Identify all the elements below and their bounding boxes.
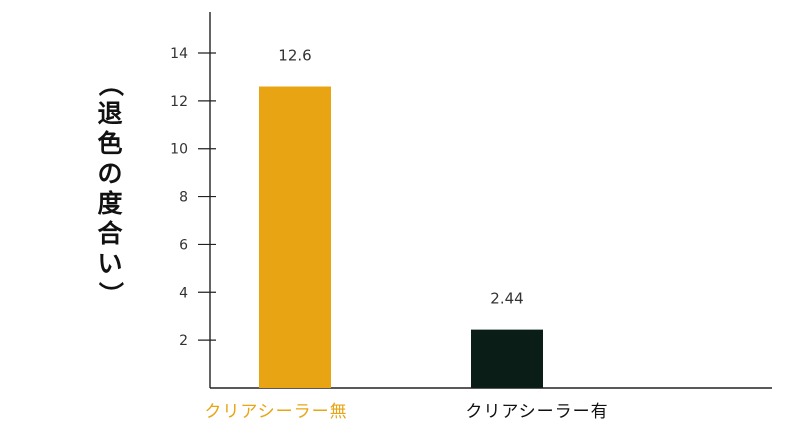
y-axis-title-char: の <box>97 159 122 188</box>
x-tick-label: クリアシーラー無 <box>204 402 347 422</box>
y-axis-title-char: （ <box>96 71 125 96</box>
y-axis-title-char: 合 <box>97 219 123 248</box>
bars <box>259 86 543 388</box>
y-axis-title-char: い <box>97 249 122 278</box>
category-labels: クリアシーラー無 クリアシーラー有 <box>204 402 608 422</box>
y-tick-label: 14 <box>170 46 188 62</box>
bar <box>259 86 331 388</box>
y-axis-title-char: 退 <box>97 99 122 128</box>
bar <box>471 329 543 388</box>
data-label: 2.44 <box>490 290 523 308</box>
y-axis: 2 4 6 8 10 12 14 <box>170 12 216 388</box>
data-label: 12.6 <box>278 47 311 65</box>
y-tick-label: 10 <box>170 142 188 158</box>
y-axis-title-char: ） <box>96 281 125 306</box>
y-tick-label: 4 <box>179 285 188 301</box>
y-tick-label: 6 <box>179 237 188 253</box>
x-tick-label: クリアシーラー有 <box>465 402 608 422</box>
y-tick-label: 12 <box>170 94 188 110</box>
y-tick-label: 8 <box>179 190 188 206</box>
y-tick-label: 2 <box>179 333 188 349</box>
y-axis-title-char: 度 <box>97 189 122 218</box>
data-labels: 12.6 2.44 <box>278 47 523 308</box>
y-axis-title-char: 色 <box>97 129 122 158</box>
